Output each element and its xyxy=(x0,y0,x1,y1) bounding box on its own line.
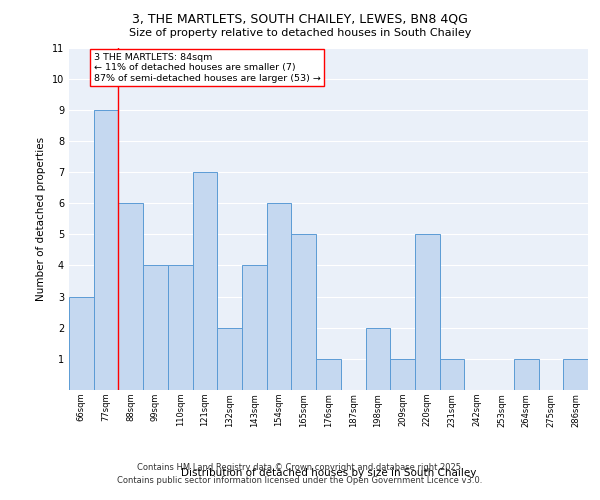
Bar xyxy=(143,266,168,390)
Bar xyxy=(316,359,341,390)
Bar xyxy=(217,328,242,390)
Bar xyxy=(168,266,193,390)
Bar xyxy=(365,328,390,390)
X-axis label: Distribution of detached houses by size in South Chailey: Distribution of detached houses by size … xyxy=(181,468,476,478)
Bar xyxy=(563,359,588,390)
Bar xyxy=(415,234,440,390)
Bar xyxy=(193,172,217,390)
Bar xyxy=(440,359,464,390)
Bar xyxy=(242,266,267,390)
Bar xyxy=(69,296,94,390)
Text: 3 THE MARTLETS: 84sqm
← 11% of detached houses are smaller (7)
87% of semi-detac: 3 THE MARTLETS: 84sqm ← 11% of detached … xyxy=(94,53,320,82)
Bar xyxy=(267,203,292,390)
Bar xyxy=(118,203,143,390)
Text: Contains public sector information licensed under the Open Government Licence v3: Contains public sector information licen… xyxy=(118,476,482,485)
Bar xyxy=(94,110,118,390)
Bar xyxy=(390,359,415,390)
Bar xyxy=(292,234,316,390)
Text: 3, THE MARTLETS, SOUTH CHAILEY, LEWES, BN8 4QG: 3, THE MARTLETS, SOUTH CHAILEY, LEWES, B… xyxy=(132,12,468,26)
Text: Size of property relative to detached houses in South Chailey: Size of property relative to detached ho… xyxy=(129,28,471,38)
Text: Contains HM Land Registry data © Crown copyright and database right 2025.: Contains HM Land Registry data © Crown c… xyxy=(137,464,463,472)
Bar xyxy=(514,359,539,390)
Y-axis label: Number of detached properties: Number of detached properties xyxy=(37,136,46,301)
